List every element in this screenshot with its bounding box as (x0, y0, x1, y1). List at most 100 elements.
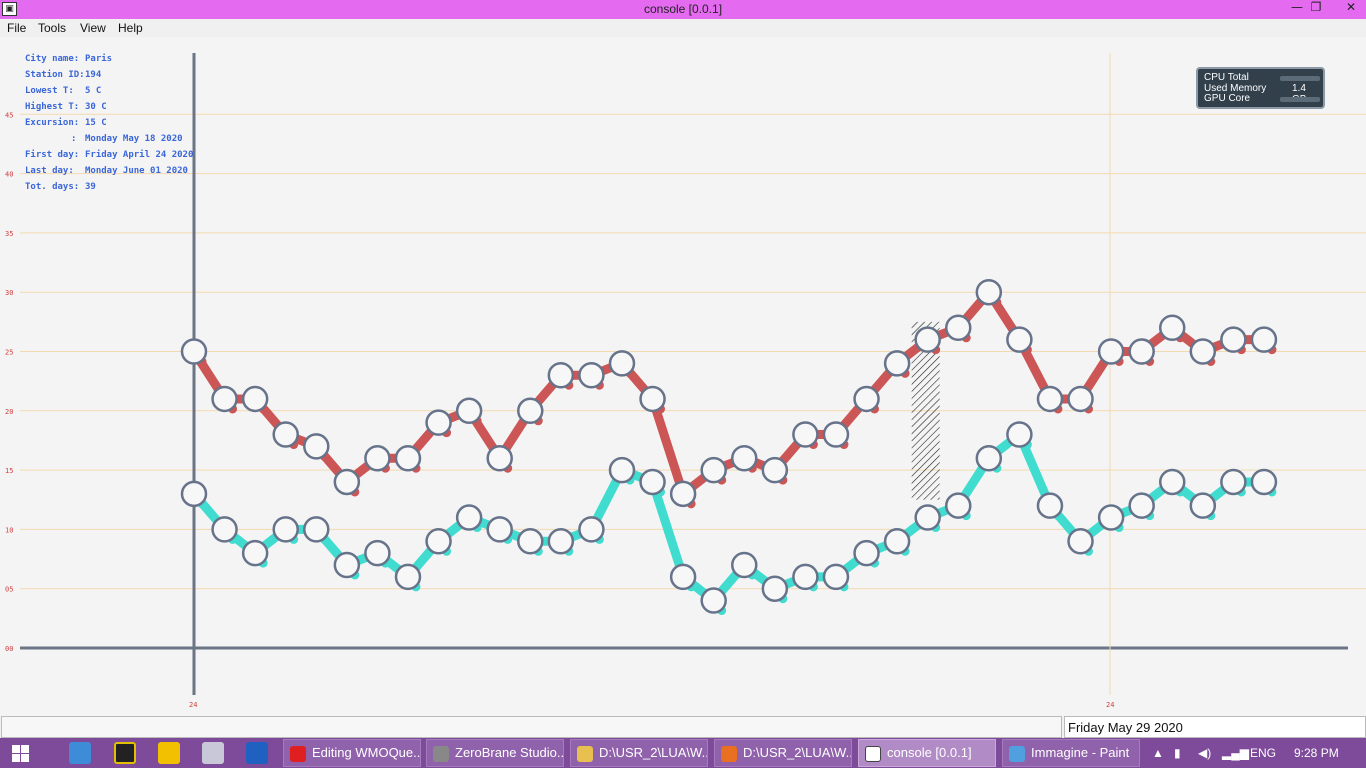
info-label: Lowest T: (25, 86, 74, 96)
y-tick-label: 00 (5, 645, 13, 653)
data-point (792, 421, 819, 448)
power-icon[interactable]: ▮ (1174, 746, 1181, 760)
gpu-label: GPU Core (1204, 93, 1251, 104)
memory-label: Used Memory (1204, 83, 1267, 94)
data-point (211, 385, 238, 413)
info-label: Highest T: (25, 102, 80, 112)
cpu-label: CPU Total (1204, 72, 1249, 83)
data-point (700, 587, 727, 614)
status-date: Friday May 29 2020 (1064, 716, 1366, 738)
info-label: Excursion: (25, 118, 80, 128)
data-point (333, 468, 361, 496)
close-button[interactable]: ✕ (1345, 0, 1357, 14)
network-icon[interactable]: ▂▄▆ (1222, 746, 1249, 760)
info-value: 15 C (85, 118, 107, 128)
info-value: 5 C (85, 86, 102, 96)
taskbar-button-label: ZeroBrane Studio... (455, 745, 564, 760)
maximize-button[interactable]: ❐ (1310, 0, 1322, 14)
data-point (241, 385, 269, 413)
data-point (517, 528, 544, 555)
taskbar-button[interactable]: D:\USR_2\LUA\W... (714, 739, 852, 767)
data-point (1189, 492, 1217, 519)
data-point (914, 504, 941, 531)
app-icon[interactable] (246, 742, 268, 764)
data-point (1067, 528, 1094, 555)
pdf-tool-icon[interactable] (114, 742, 136, 764)
x-tick-label: 24 (1106, 701, 1114, 709)
console-icon (865, 746, 881, 762)
minimize-button[interactable]: — (1291, 0, 1303, 14)
data-point (1006, 326, 1033, 353)
data-point (1128, 492, 1155, 519)
taskbar-button-active[interactable]: console [0.0.1] (858, 739, 996, 767)
taskbar-button[interactable]: D:\USR_2\LUA\W... (570, 739, 708, 767)
data-point (578, 361, 605, 389)
data-point (486, 516, 513, 543)
info-label: : (71, 134, 77, 144)
windows-start-icon[interactable] (12, 745, 29, 762)
data-point (669, 480, 697, 508)
data-point (272, 421, 299, 448)
language-indicator[interactable]: ENG (1250, 746, 1277, 760)
data-point (272, 516, 299, 543)
data-point (303, 516, 330, 543)
data-point (364, 539, 391, 567)
data-point (303, 433, 330, 460)
media-player-icon[interactable] (158, 742, 180, 764)
y-tick-label: 45 (5, 111, 13, 119)
zerobrane-icon (433, 746, 449, 762)
data-point (486, 444, 513, 472)
info-value: 194 (85, 70, 102, 80)
data-point (639, 468, 666, 496)
data-point (547, 528, 575, 555)
data-point (333, 551, 361, 579)
data-point (731, 444, 758, 472)
data-point (853, 539, 880, 567)
volume-icon[interactable]: ◀) (1198, 746, 1212, 760)
data-point (211, 516, 238, 543)
data-point (455, 397, 483, 425)
skype-icon[interactable] (69, 742, 91, 764)
menu-file[interactable]: File (7, 21, 27, 35)
calculator-icon[interactable] (202, 742, 224, 764)
data-point (180, 338, 208, 365)
data-point (914, 326, 941, 353)
data-point (1158, 314, 1186, 342)
system-monitor-gadget[interactable]: CPU Total Used Memory 1.4 GB GPU Core (1196, 67, 1325, 109)
data-point (180, 480, 208, 508)
data-point (792, 563, 819, 591)
data-point (1250, 326, 1278, 353)
taskbar-button[interactable]: Immagine - Paint (1002, 739, 1140, 767)
data-point (425, 528, 452, 555)
data-point (547, 361, 575, 389)
paint-icon (1009, 746, 1025, 762)
data-point (364, 444, 391, 472)
taskbar-button-label: D:\USR_2\LUA\W... (743, 745, 852, 760)
y-tick-label: 40 (5, 171, 13, 179)
info-value: Monday May 18 2020 (85, 134, 183, 144)
folder-icon (577, 746, 593, 762)
cpu-bar (1280, 76, 1320, 81)
info-value: 30 C (85, 102, 107, 112)
title-bar: ▣ console [0.0.1] — ❐ ✕ (0, 0, 1366, 19)
series-line-0 (189, 287, 1269, 499)
info-value: Paris (85, 54, 113, 64)
menu-help[interactable]: Help (118, 21, 143, 35)
window-title: console [0.0.1] (643, 2, 723, 16)
data-point (975, 278, 1003, 306)
data-point (1128, 338, 1155, 365)
tray-expand-icon[interactable]: ▲ (1152, 746, 1164, 760)
data-point (578, 516, 605, 543)
data-point (1036, 385, 1064, 413)
taskbar-button[interactable]: ZeroBrane Studio... (426, 739, 564, 767)
console-app-icon[interactable]: ▣ (2, 2, 17, 16)
clock[interactable]: 9:28 PM (1294, 746, 1339, 760)
data-point (1158, 468, 1186, 496)
info-label: Last day: (25, 166, 74, 176)
taskbar-button[interactable]: Editing WMOQue... (283, 739, 421, 767)
menu-tools[interactable]: Tools (38, 21, 67, 35)
menu-view[interactable]: View (80, 21, 106, 35)
data-point (1220, 468, 1247, 496)
data-point (700, 456, 727, 484)
info-value: 39 (85, 182, 96, 192)
